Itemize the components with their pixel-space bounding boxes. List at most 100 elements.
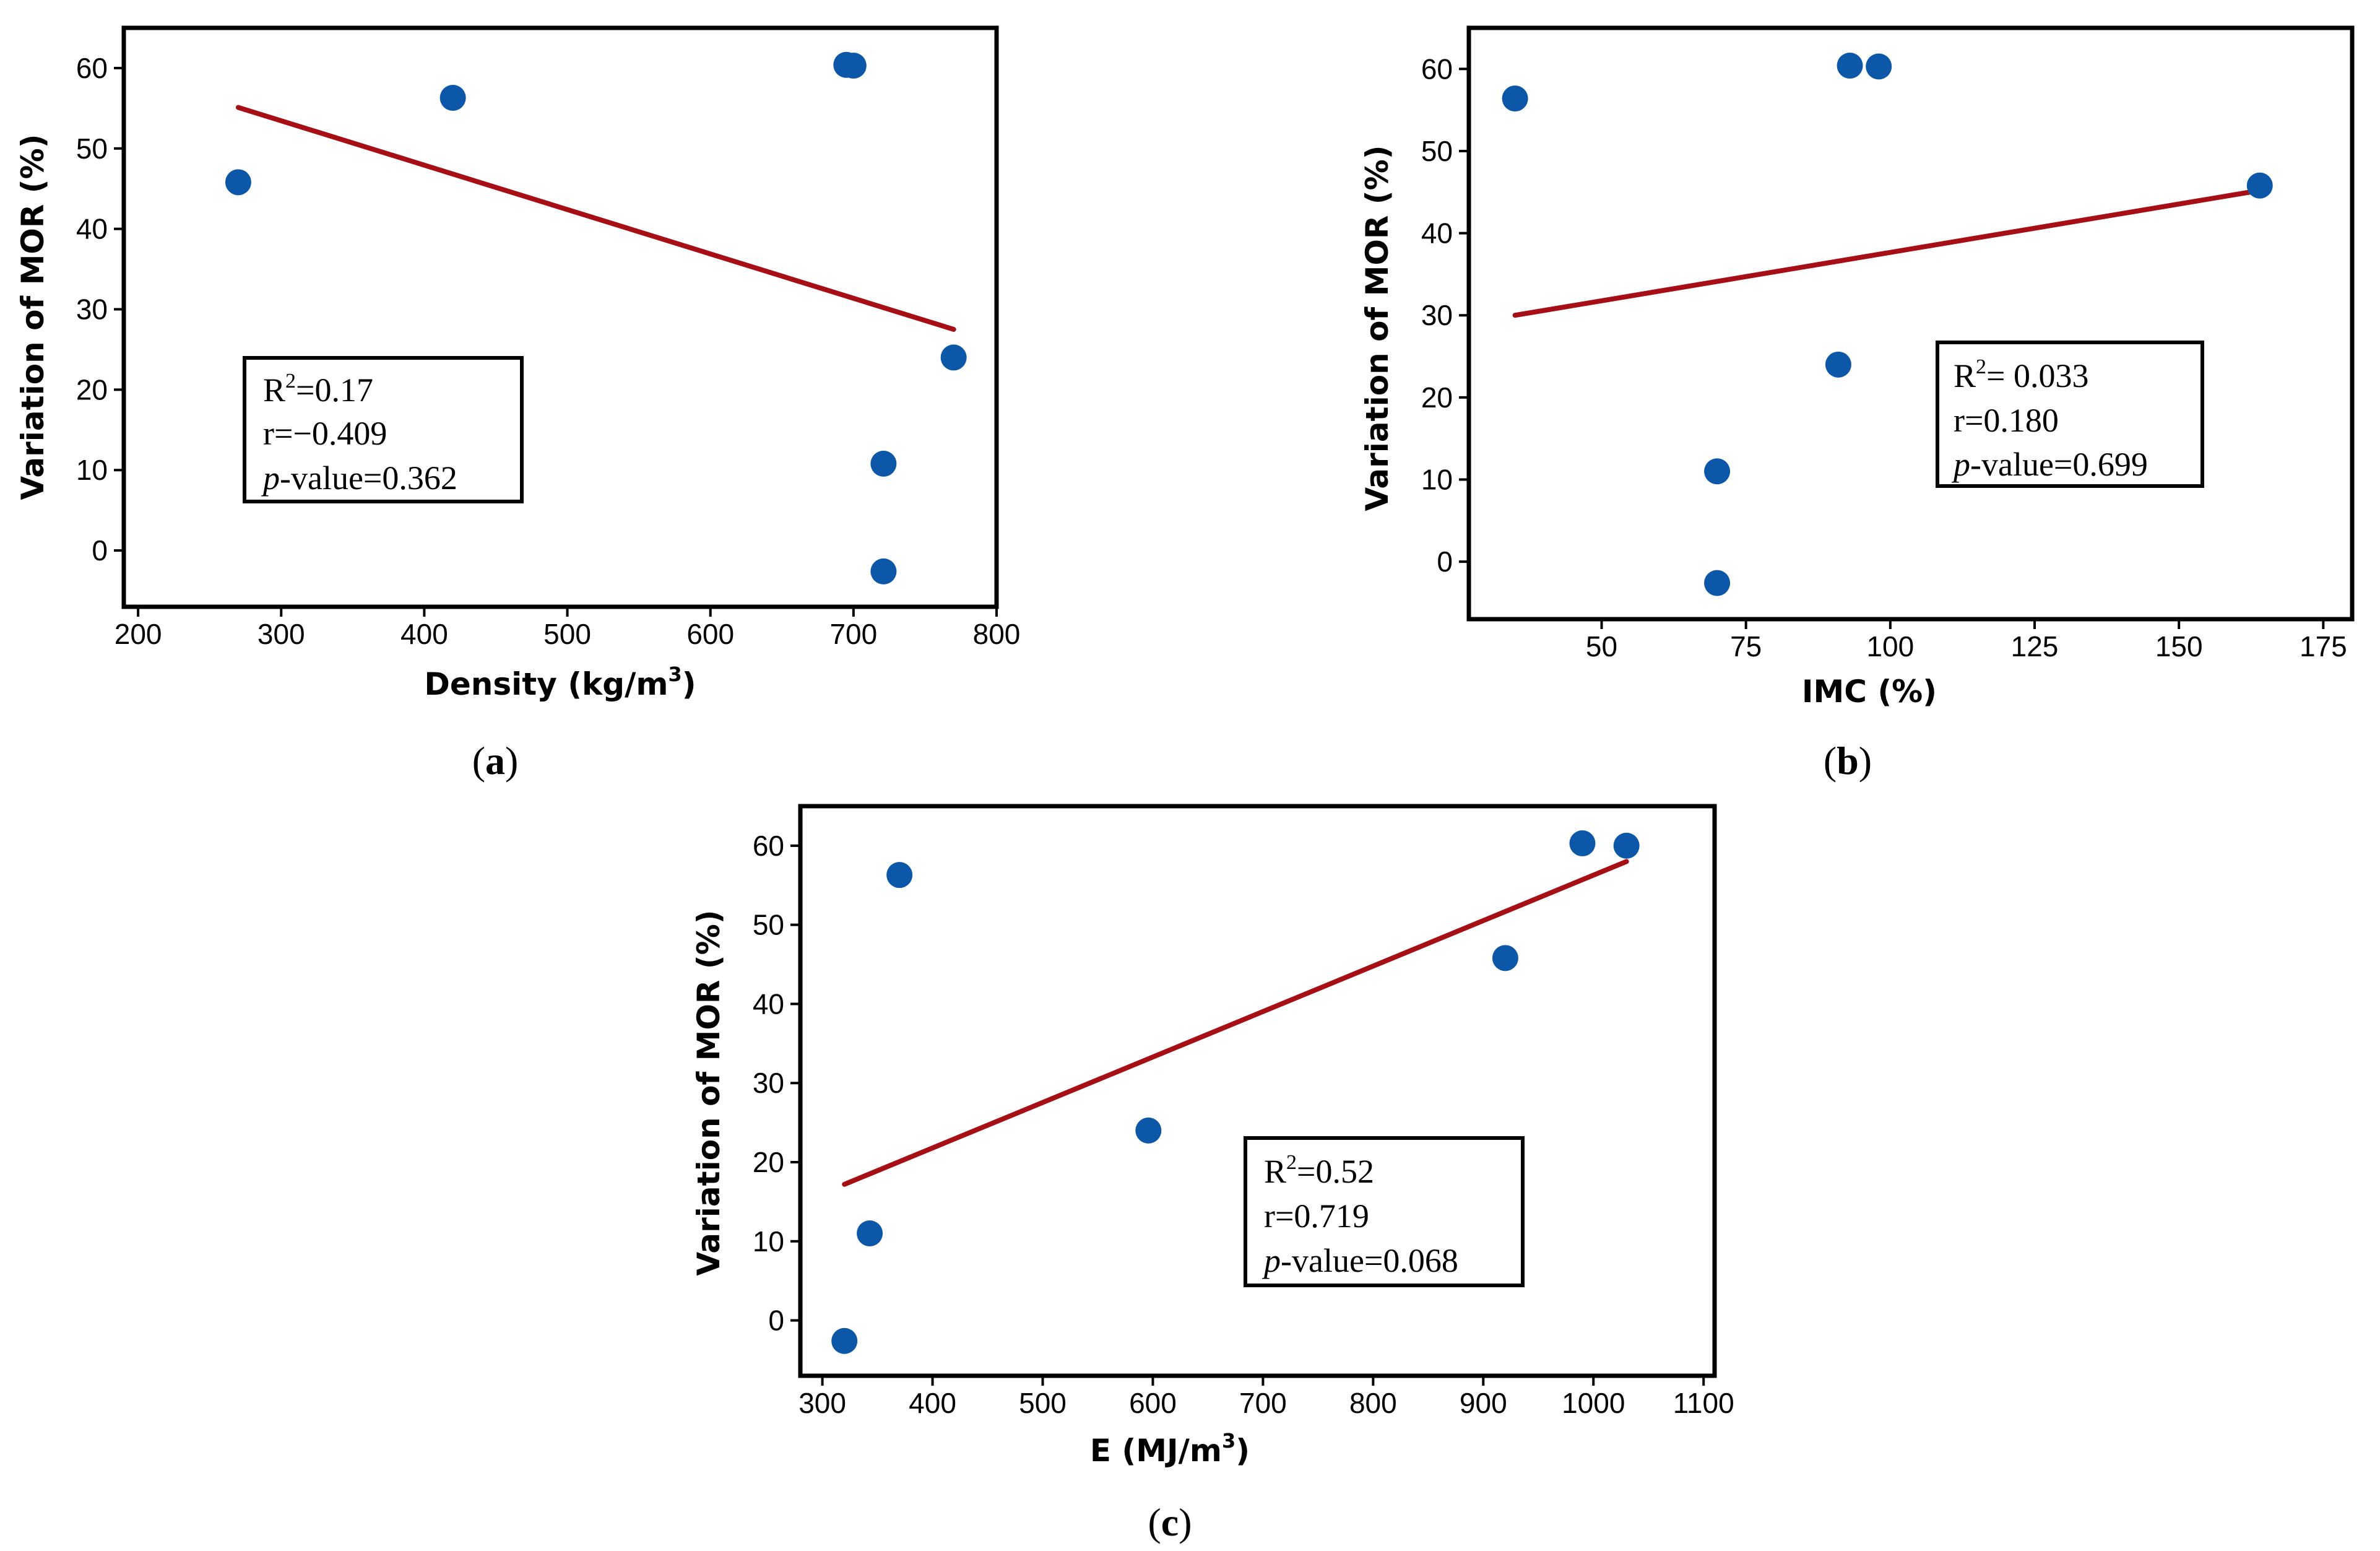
panel-a-r2-label: R: [263, 371, 285, 409]
panel-b-p-label: p: [1951, 446, 1970, 483]
panel-c: 300 400 500 600 700 800 900 1000 1100 0 10 20 30 40 50…: [691, 804, 1734, 1544]
panel-a-plot-frame: [121, 25, 999, 609]
panel-b-y-axis-title: Variation of MOR (%): [1359, 145, 1395, 511]
panel-c-y-tick-label-0: 0: [768, 1305, 784, 1337]
panel-c-fit-line: [842, 859, 1629, 1187]
panel-c-y-tick-label-1: 10: [753, 1225, 784, 1258]
panel-a-y-tick-label-4: 40: [76, 213, 108, 245]
panel-a-x-tick-label-4: 600: [686, 618, 734, 650]
panel-a-data-point-1: [439, 84, 466, 111]
panel-a-x-tick-label-0: 200: [115, 618, 162, 650]
panel-c-data-point-5: [857, 1220, 883, 1246]
panel-a-p-value: -value=0.362: [280, 459, 457, 497]
svg-text:p-value=0.699: p-value=0.699: [1951, 446, 2148, 483]
panel-b-data-point-0: [1502, 85, 1528, 112]
panel-c-y-axis-title: Variation of MOR (%): [691, 910, 727, 1275]
panel-a-r-line: r=−0.409: [263, 415, 387, 452]
panel-b-r2-label: R: [1954, 357, 1976, 394]
panel-c-y-tick-label-3: 30: [753, 1067, 784, 1099]
panel-b-x-axis-title: IMC (%): [1802, 674, 1937, 710]
panel-b-data-point-1: [1837, 53, 1863, 79]
panel-b-y-tick-label-6: 60: [1421, 53, 1453, 85]
panel-c-stats-box: R2=0.52 r=0.719 p-value=0.068: [1244, 1136, 1525, 1287]
svg-text:R2=0.17: R2=0.17: [263, 370, 373, 409]
svg-text:p-value=0.362: p-value=0.362: [261, 459, 457, 497]
panel-a-x-tick-label-1: 300: [257, 618, 305, 650]
panel-b: 50 75 100 125 150 175 0 10 20 30 40 50 60 R2= 0.033 …: [1359, 25, 2355, 783]
panel-b-y-tick-label-2: 20: [1421, 381, 1453, 414]
panel-b-label: (b): [1824, 739, 1872, 783]
panel-c-data-point-6: [831, 1327, 858, 1354]
panel-a-ticks: 200 300 400 500 600 700 800 0 10 20 30 40 50 60: [76, 52, 1021, 650]
panel-b-data-point-4: [1825, 351, 1851, 378]
panel-c-y-tick-label-4: 40: [753, 988, 784, 1020]
panel-c-x-tick-label-3: 600: [1129, 1387, 1177, 1419]
panel-b-x-tick-label-5: 175: [2300, 630, 2347, 663]
panel-b-ticks: 50 75 100 125 150 175 0 10 20 30 40 50 60: [1421, 53, 2347, 663]
panel-b-stats-box: R2= 0.033 r=0.180 p-value=0.699: [1936, 341, 2204, 488]
panel-b-r-line: r=0.180: [1954, 402, 2059, 439]
panel-b-y-tick-label-1: 10: [1421, 464, 1453, 496]
panel-b-data-point-3: [2246, 172, 2273, 199]
panel-c-x-tick-label-5: 800: [1349, 1387, 1397, 1419]
panel-a-y-tick-label-2: 20: [76, 373, 108, 406]
panel-a-y-tick-label-0: 0: [92, 534, 108, 567]
panel-b-data-point-2: [1866, 53, 1892, 80]
panel-c-data-point-3: [1492, 945, 1518, 971]
svg-text:R2=0.52: R2=0.52: [1264, 1151, 1374, 1190]
panel-b-data-point-5: [1704, 458, 1731, 485]
panel-a-y-axis-title: Variation of MOR (%): [15, 134, 51, 500]
panel-c-r2-sup: 2: [1286, 1151, 1297, 1174]
panel-c-p-value: -value=0.068: [1281, 1242, 1458, 1279]
panel-a-x-tick-label-2: 400: [400, 618, 448, 650]
panel-b-r2-sup: 2: [1976, 355, 1986, 378]
panel-c-y-tick-label-6: 60: [753, 830, 784, 862]
panel-b-x-tick-label-2: 100: [1866, 630, 1914, 663]
panel-b-x-tick-label-3: 125: [2011, 630, 2059, 663]
panel-a-r2-sup: 2: [285, 370, 296, 393]
panel-a-data-point-5: [870, 450, 897, 477]
panel-b-y-tick-label-0: 0: [1437, 545, 1453, 578]
panel-a-label: (a): [472, 739, 519, 783]
svg-text:R2= 0.033: R2= 0.033: [1954, 355, 2089, 394]
panel-a-y-tick-label-3: 30: [76, 293, 108, 326]
panel-a-x-tick-label-5: 700: [829, 618, 877, 650]
panel-b-x-tick-label-1: 75: [1730, 630, 1762, 663]
panel-c-x-tick-label-6: 900: [1460, 1387, 1507, 1419]
panel-a-data-point-3: [840, 53, 867, 79]
panel-a-data-point-6: [870, 558, 897, 584]
panel-c-data-point-4: [1135, 1117, 1162, 1144]
panel-a-stats-box: R2=0.17 r=−0.409 p-value=0.362: [243, 356, 524, 503]
panel-c-x-tick-label-0: 300: [798, 1387, 846, 1419]
panel-a-y-tick-label-1: 10: [76, 454, 108, 486]
panel-b-y-tick-label-4: 40: [1421, 217, 1453, 250]
panel-c-points: [831, 830, 1640, 1354]
panel-c-r2-value: =0.52: [1297, 1153, 1374, 1190]
panel-c-ticks: 300 400 500 600 700 800 900 1000 1100 0 10 20 30 40 50…: [753, 830, 1734, 1419]
panel-a-y-tick-label-6: 60: [76, 52, 108, 84]
panel-c-y-tick-label-5: 50: [753, 909, 784, 941]
panel-b-p-value: -value=0.699: [1970, 446, 2148, 483]
panel-a-data-point-0: [225, 169, 251, 196]
panel-c-y-tick-label-2: 20: [753, 1146, 784, 1178]
panel-b-y-tick-label-3: 30: [1421, 299, 1453, 331]
panel-b-data-point-6: [1704, 570, 1731, 596]
panel-a-y-tick-label-5: 50: [76, 133, 108, 165]
panel-b-fit-line: [1512, 188, 2262, 318]
panel-a-p-label: p: [261, 459, 280, 497]
panel-c-label: (c): [1148, 1500, 1192, 1544]
panel-b-y-tick-label-5: 50: [1421, 135, 1453, 167]
panel-c-x-axis-title: E (MJ/m3): [1090, 1429, 1250, 1469]
panel-a-x-tick-label-6: 800: [973, 618, 1021, 650]
panel-c-x-tick-label-1: 400: [909, 1387, 956, 1419]
panel-c-x-tick-label-8: 1100: [1673, 1387, 1734, 1419]
panel-b-r2-value: = 0.033: [1986, 357, 2088, 394]
panel-c-data-point-2: [1613, 832, 1640, 859]
panel-c-data-point-0: [886, 862, 913, 888]
panel-a-x-tick-label-3: 500: [543, 618, 591, 650]
panel-c-x-tick-label-7: 1000: [1562, 1387, 1625, 1419]
panel-a-r2-value: =0.17: [296, 371, 373, 409]
panel-c-plot-frame: [798, 804, 1717, 1378]
panel-b-x-tick-label-0: 50: [1586, 630, 1617, 663]
